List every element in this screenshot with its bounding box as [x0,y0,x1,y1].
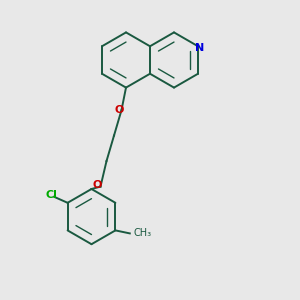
Text: CH₃: CH₃ [134,228,152,239]
Text: N: N [195,43,204,53]
Text: Cl: Cl [46,190,58,200]
Text: O: O [93,180,102,190]
Text: O: O [114,105,124,115]
